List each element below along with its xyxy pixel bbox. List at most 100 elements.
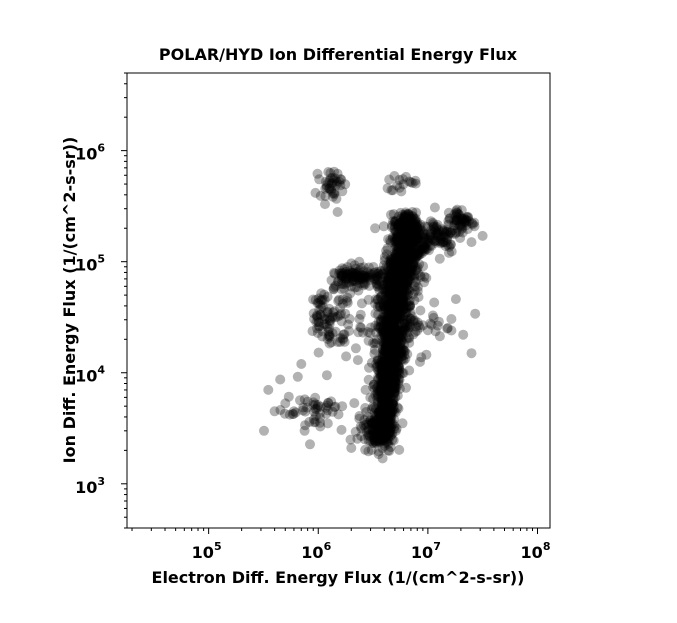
data-point [392,295,403,306]
data-point [390,335,400,345]
data-point [405,239,416,250]
data-point [384,271,395,282]
data-point [317,295,328,306]
data-point [410,213,421,224]
data-point [379,421,390,432]
data-point [392,354,402,365]
data-point [366,419,377,429]
data-point [402,225,413,236]
data-point [387,269,398,280]
data-point [380,338,391,349]
data-point [438,231,449,242]
data-point [332,311,343,322]
data-point [398,311,409,322]
data-point [442,235,452,246]
data-point [426,225,437,236]
data-point [407,251,417,262]
data-point [390,303,401,313]
data-point [375,392,386,403]
data-point [379,346,390,357]
data-point [313,347,324,358]
data-point [403,249,414,259]
data-point [416,244,427,255]
data-point [329,306,340,317]
data-point [363,431,374,441]
data-point [450,294,461,305]
data-point [396,289,407,300]
data-point [396,287,407,298]
data-point [375,376,386,387]
data-point [388,283,399,294]
data-point [394,254,405,265]
data-point [363,429,374,440]
data-point [315,309,326,320]
data-point [405,245,416,256]
data-point [374,424,385,435]
data-point [332,207,343,217]
data-point [398,275,409,285]
data-point [381,339,392,350]
data-point [384,286,395,297]
data-point [394,182,405,193]
data-point [371,430,382,441]
data-point [402,277,412,288]
data-point [383,318,394,329]
data-point [387,407,398,417]
data-point [378,384,389,395]
data-point [419,243,430,254]
data-point [401,229,411,239]
data-point [415,305,426,316]
data-point [377,370,388,381]
data-point [399,324,410,335]
data-point [381,417,392,428]
data-point [388,310,399,321]
data-point [386,380,397,391]
data-point [402,228,413,239]
data-point [386,209,396,220]
data-point [390,337,401,348]
data-point [378,425,389,436]
data-point [407,240,417,251]
data-point [403,240,414,251]
data-point [408,260,419,271]
data-point [394,259,404,270]
data-point [377,430,388,441]
data-point [341,266,352,277]
data-point [402,232,412,243]
data-point [394,275,405,286]
data-point [403,240,414,250]
data-point [386,331,397,342]
data-point [452,217,462,228]
data-point [393,218,404,229]
data-point [397,224,407,235]
data-point [396,274,407,285]
data-point [382,326,393,337]
data-point [404,285,415,296]
data-point [388,393,399,404]
data-point [300,420,311,431]
data-point [379,393,390,404]
data-point [342,269,353,280]
data-point [379,300,390,311]
data-point [335,180,346,191]
data-point [369,407,380,418]
data-point [379,396,390,407]
data-point [395,260,406,271]
data-point [394,363,405,374]
data-point [382,419,393,430]
data-point [376,410,386,421]
data-point [407,228,418,239]
data-point [397,335,408,346]
data-point [404,301,415,312]
data-point [380,413,391,424]
data-point [412,234,423,245]
data-point [385,406,396,417]
data-point [397,230,408,241]
data-point [384,368,395,379]
data-point [383,362,394,373]
data-point [379,329,390,340]
data-point [410,175,421,186]
data-point [385,296,396,307]
data-point [390,226,401,237]
data-point [381,339,392,350]
